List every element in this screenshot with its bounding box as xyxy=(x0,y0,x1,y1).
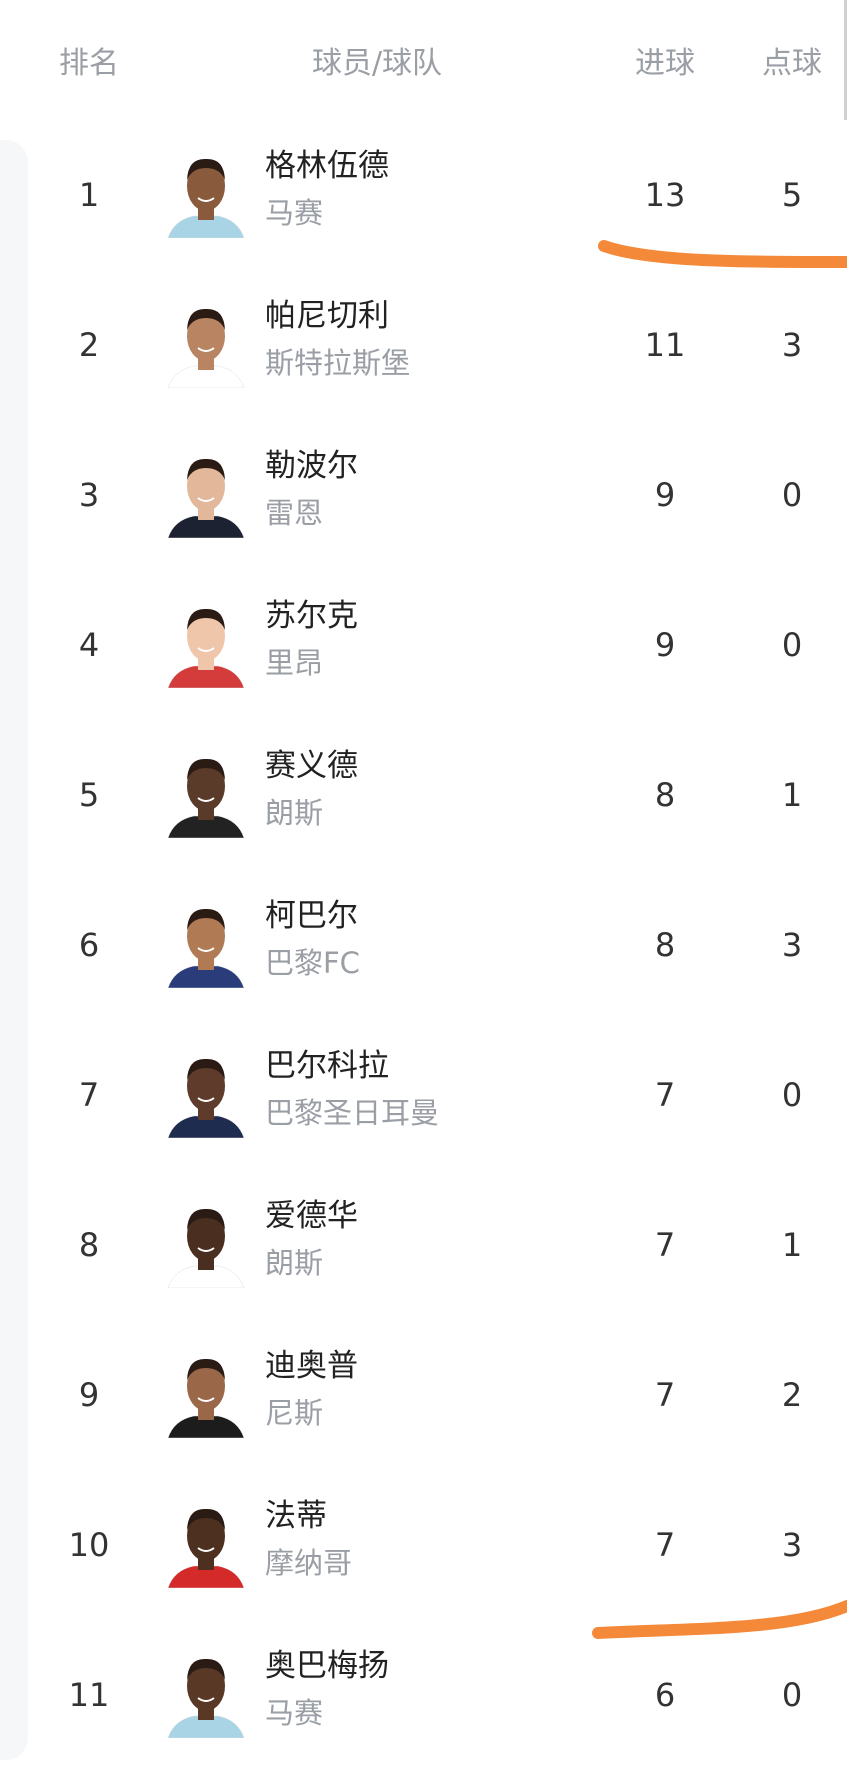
player-name[interactable]: 奥巴梅扬 xyxy=(265,1648,389,1684)
player-avatar-icon xyxy=(167,1358,245,1438)
scrollbar[interactable] xyxy=(844,0,847,120)
team-name[interactable]: 马赛 xyxy=(265,1696,324,1730)
penalties-value: 1 xyxy=(781,1226,803,1264)
player-avatar-icon xyxy=(167,1508,245,1588)
table-row[interactable]: 5 赛义德 朗斯 8 1 xyxy=(0,720,847,870)
player-name[interactable]: 帕尼切利 xyxy=(265,298,389,334)
player-avatar-icon xyxy=(167,308,245,388)
rank: 4 xyxy=(78,626,100,664)
player-name[interactable]: 柯巴尔 xyxy=(265,898,358,934)
penalties-value: 0 xyxy=(781,626,803,664)
rank: 1 xyxy=(78,176,100,214)
player-avatar-icon xyxy=(167,608,245,688)
goals-value: 9 xyxy=(654,476,676,514)
left-panel-edge xyxy=(0,140,28,1760)
team-name[interactable]: 巴黎FC xyxy=(265,946,360,980)
player-name[interactable]: 迪奥普 xyxy=(265,1348,358,1384)
team-name[interactable]: 马赛 xyxy=(265,196,324,230)
player-avatar-icon xyxy=(167,908,245,988)
goals-value: 13 xyxy=(644,176,686,214)
header-penalties[interactable]: 点球 xyxy=(762,46,822,81)
rank: 7 xyxy=(78,1076,100,1114)
team-name[interactable]: 里昂 xyxy=(265,646,324,680)
team-name[interactable]: 尼斯 xyxy=(265,1396,324,1430)
team-name[interactable]: 巴黎圣日耳曼 xyxy=(265,1096,440,1130)
player-avatar-icon xyxy=(167,1658,245,1738)
goals-value: 6 xyxy=(654,1676,676,1714)
table-row[interactable]: 9 迪奥普 尼斯 7 2 xyxy=(0,1320,847,1470)
table-row[interactable]: 7 巴尔科拉 巴黎圣日耳曼 7 0 xyxy=(0,1020,847,1170)
rank: 6 xyxy=(78,926,100,964)
goals-value: 8 xyxy=(654,926,676,964)
player-name[interactable]: 苏尔克 xyxy=(265,598,358,634)
player-avatar-icon xyxy=(167,1058,245,1138)
penalties-value: 0 xyxy=(781,1676,803,1714)
rank: 5 xyxy=(78,776,100,814)
table-row[interactable]: 6 柯巴尔 巴黎FC 8 3 xyxy=(0,870,847,1020)
header-player-team: 球员/球队 xyxy=(311,46,443,81)
table-row[interactable]: 11 奥巴梅扬 马赛 6 0 xyxy=(0,1620,847,1770)
penalties-value: 3 xyxy=(781,326,803,364)
goals-value: 7 xyxy=(654,1526,676,1564)
table-row[interactable]: 10 法蒂 摩纳哥 7 3 xyxy=(0,1470,847,1620)
team-name[interactable]: 摩纳哥 xyxy=(265,1546,353,1580)
table-row[interactable]: 8 爱德华 朗斯 7 1 xyxy=(0,1170,847,1320)
rank: 3 xyxy=(78,476,100,514)
team-name[interactable]: 朗斯 xyxy=(265,1246,324,1280)
goals-value: 9 xyxy=(654,626,676,664)
player-avatar-icon xyxy=(167,458,245,538)
penalties-value: 3 xyxy=(781,926,803,964)
penalties-value: 5 xyxy=(781,176,803,214)
player-name[interactable]: 勒波尔 xyxy=(265,448,358,484)
table-row[interactable]: 1 格林伍德 马赛 13 5 xyxy=(0,120,847,270)
player-name[interactable]: 巴尔科拉 xyxy=(265,1048,389,1084)
rank: 11 xyxy=(68,1676,110,1714)
team-name[interactable]: 雷恩 xyxy=(265,496,324,530)
penalties-value: 3 xyxy=(781,1526,803,1564)
penalties-value: 0 xyxy=(781,1076,803,1114)
player-name[interactable]: 格林伍德 xyxy=(265,148,389,184)
header-goals[interactable]: 进球 xyxy=(635,46,695,81)
rank: 2 xyxy=(78,326,100,364)
goals-value: 11 xyxy=(644,326,686,364)
header-rank: 排名 xyxy=(59,46,119,81)
team-name[interactable]: 斯特拉斯堡 xyxy=(265,346,411,380)
player-name[interactable]: 法蒂 xyxy=(265,1498,327,1534)
player-avatar-icon xyxy=(167,758,245,838)
player-name[interactable]: 赛义德 xyxy=(265,748,358,784)
penalties-value: 1 xyxy=(781,776,803,814)
table-row[interactable]: 4 苏尔克 里昂 9 0 xyxy=(0,570,847,720)
table-row[interactable]: 2 帕尼切利 斯特拉斯堡 11 3 xyxy=(0,270,847,420)
penalties-value: 0 xyxy=(781,476,803,514)
goals-value: 7 xyxy=(654,1226,676,1264)
penalties-value: 2 xyxy=(781,1376,803,1414)
rank: 8 xyxy=(78,1226,100,1264)
goals-value: 7 xyxy=(654,1076,676,1114)
player-avatar-icon xyxy=(167,158,245,238)
player-name[interactable]: 爱德华 xyxy=(265,1198,358,1234)
goals-value: 8 xyxy=(654,776,676,814)
rank: 10 xyxy=(68,1526,110,1564)
rank: 9 xyxy=(78,1376,100,1414)
team-name[interactable]: 朗斯 xyxy=(265,796,324,830)
player-avatar-icon xyxy=(167,1208,245,1288)
table-row[interactable]: 3 勒波尔 雷恩 9 0 xyxy=(0,420,847,570)
goals-value: 7 xyxy=(654,1376,676,1414)
